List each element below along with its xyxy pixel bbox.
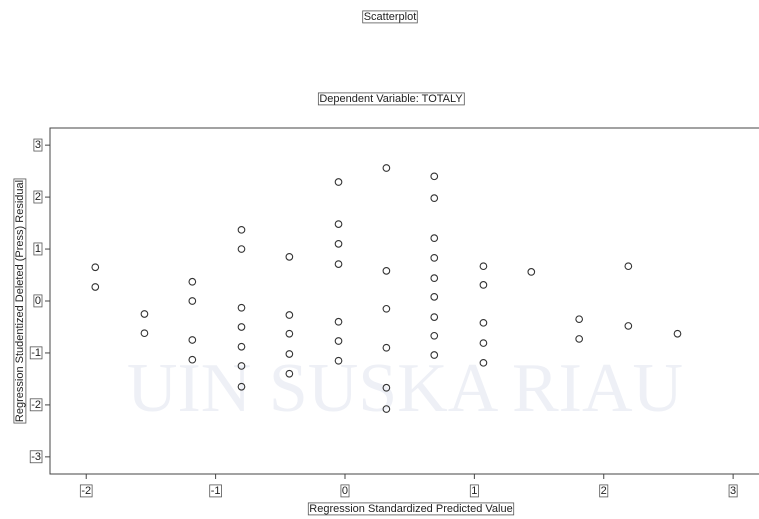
- label-box: [728, 484, 738, 498]
- point: [430, 331, 439, 340]
- point: [285, 311, 294, 319]
- point: [430, 292, 439, 301]
- point: [479, 262, 488, 271]
- label-box: [307, 502, 515, 516]
- point: [237, 382, 246, 391]
- y-tick-label: -3: [31, 451, 41, 463]
- point: [91, 283, 100, 291]
- point: [285, 252, 294, 261]
- point: [237, 362, 246, 370]
- label-box: [340, 484, 350, 498]
- point: [479, 281, 488, 289]
- point: [334, 178, 343, 186]
- chart-title: Scatterplot: [364, 11, 417, 23]
- label-box: [33, 138, 43, 152]
- x-tick-label: 0: [342, 485, 348, 497]
- y-tick-label: 3: [35, 139, 41, 151]
- point: [334, 220, 343, 228]
- y-tick-label: 0: [35, 295, 41, 307]
- point: [430, 194, 439, 202]
- point: [237, 303, 246, 312]
- point: [140, 310, 149, 318]
- point: [334, 337, 343, 345]
- x-tick-label: -2: [81, 485, 91, 497]
- x-tick-label: -1: [211, 485, 221, 497]
- point: [285, 350, 294, 358]
- point: [334, 356, 343, 365]
- point: [237, 323, 246, 331]
- x-axis-label: Regression Standardized Predicted Value: [309, 503, 512, 515]
- point: [285, 329, 294, 338]
- point: [334, 260, 343, 268]
- point: [237, 245, 246, 253]
- point: [188, 355, 197, 364]
- watermark: UIN SUSKA RIAU: [127, 350, 683, 427]
- point: [382, 164, 391, 172]
- point: [430, 254, 439, 262]
- y-axis-label: Regression Studentized Deleted (Press) R…: [14, 180, 26, 422]
- point: [430, 313, 439, 321]
- point: [334, 240, 343, 248]
- point: [673, 329, 682, 338]
- point: [140, 329, 149, 338]
- point: [237, 342, 246, 351]
- label-box: [362, 10, 418, 24]
- point: [285, 369, 294, 378]
- y-tick-label: -1: [31, 347, 41, 359]
- point: [624, 322, 633, 330]
- label-box: [599, 484, 609, 498]
- point: [430, 274, 439, 282]
- label-box: [33, 294, 43, 308]
- label-box: [13, 178, 27, 424]
- point: [91, 263, 100, 272]
- label-box: [29, 450, 43, 464]
- y-tick-label: -2: [31, 399, 41, 411]
- point: [382, 405, 391, 413]
- point: [430, 234, 439, 242]
- point: [188, 297, 197, 305]
- point: [382, 343, 391, 352]
- point: [479, 318, 488, 327]
- point: [575, 335, 584, 343]
- label-box: [209, 484, 222, 498]
- point: [188, 336, 197, 344]
- point: [479, 339, 488, 347]
- chart-subtitle: Dependent Variable: TOTALY: [319, 93, 463, 105]
- point: [430, 172, 439, 181]
- y-tick-label: 1: [35, 243, 41, 255]
- label-box: [33, 242, 43, 256]
- label-box: [317, 92, 465, 106]
- x-tick-label: 3: [730, 485, 736, 497]
- x-tick-label: 1: [471, 485, 477, 497]
- point: [382, 267, 391, 275]
- point: [382, 304, 391, 313]
- point: [188, 277, 197, 286]
- point: [624, 262, 633, 271]
- point: [334, 317, 343, 326]
- point: [237, 225, 246, 234]
- point: [382, 383, 391, 392]
- label-box: [79, 484, 93, 498]
- point: [575, 315, 584, 324]
- point: [479, 358, 488, 367]
- label-box: [29, 346, 43, 360]
- label-box: [469, 484, 479, 498]
- point: [430, 351, 439, 359]
- x-tick-label: 2: [601, 485, 607, 497]
- point: [527, 268, 536, 276]
- y-tick-label: 2: [35, 191, 41, 203]
- label-box: [29, 398, 43, 412]
- label-box: [33, 190, 43, 204]
